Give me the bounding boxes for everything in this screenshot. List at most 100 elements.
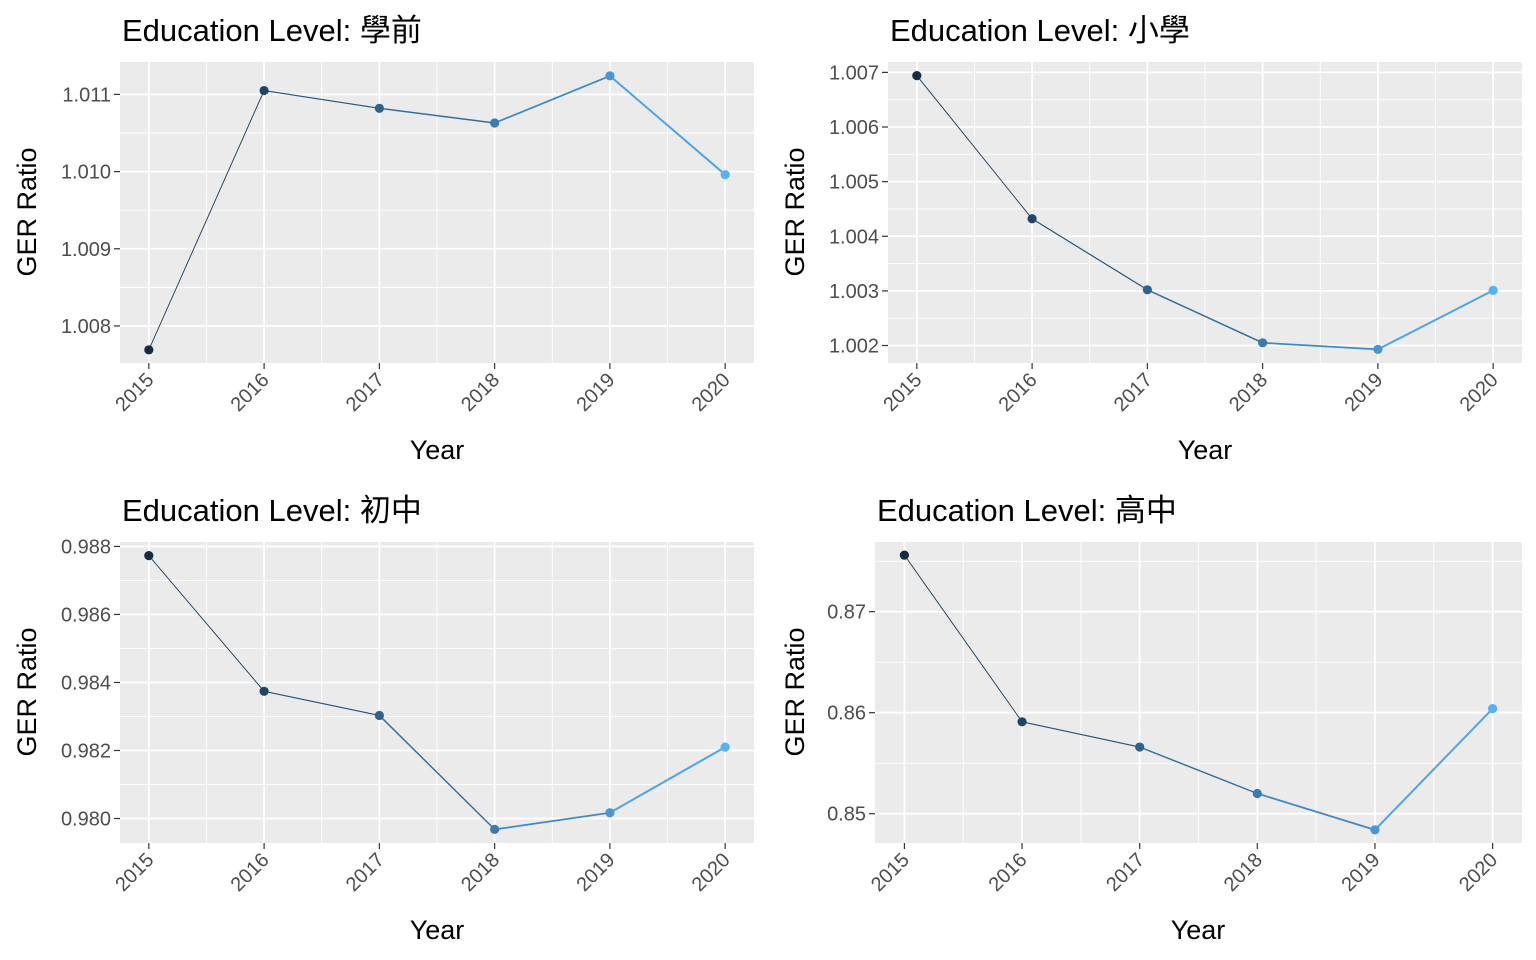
x-tick-label: 2020: [1455, 849, 1502, 896]
data-point: [490, 118, 500, 128]
y-tick-label: 0.85: [827, 804, 866, 826]
data-point: [374, 710, 384, 721]
y-tick-label: 0.986: [61, 604, 111, 626]
series-line-segment: [916, 75, 1033, 220]
x-tick-label: 2016: [985, 849, 1032, 896]
series-line-segment: [1147, 289, 1263, 344]
data-point: [1142, 285, 1152, 295]
chart-panel-senior-secondary: Education Level: 高中 Year GER Ratio 0.85 0…: [780, 493, 1522, 945]
y-tick-label: 0.984: [61, 672, 111, 694]
data-point: [374, 103, 384, 113]
x-tick-label: 2020: [1456, 369, 1503, 416]
data-point: [259, 686, 269, 696]
data-point: [144, 345, 154, 355]
chart-title: Education Level: 小學: [890, 13, 1190, 48]
chart-title: Education Level: 學前: [122, 13, 422, 48]
data-point: [1017, 717, 1027, 727]
x-tick-label: 2018: [457, 849, 504, 896]
series-line-segment: [494, 75, 611, 124]
series-line-segment: [494, 811, 611, 831]
series-line-segment: [609, 746, 726, 814]
data-point: [605, 71, 615, 81]
x-tick-label: 2016: [227, 369, 274, 416]
x-tick-label: 2020: [688, 849, 735, 896]
series-line-segment: [148, 90, 265, 351]
x-tick-label: 2018: [1225, 369, 1272, 416]
y-tick-label: 1.011: [62, 84, 111, 106]
series-line-segment: [1257, 792, 1376, 831]
y-tick-label: 1.003: [829, 281, 879, 303]
series-line-segment: [264, 89, 380, 109]
series-line-segment: [1374, 707, 1494, 831]
data-point: [1488, 285, 1498, 295]
data-point: [259, 85, 269, 96]
data-point: [1252, 788, 1262, 799]
x-axis-title: Year: [410, 435, 465, 465]
x-tick-label: 2018: [1220, 849, 1267, 896]
series-line-segment: [1021, 721, 1140, 748]
x-tick-label: 2018: [457, 369, 504, 416]
data-point: [605, 808, 615, 818]
chart-panel-primary: Education Level: 小學 Year GER Ratio 1.002…: [780, 13, 1522, 465]
y-tick-label: 1.002: [829, 336, 879, 358]
x-tick-label: 2017: [342, 849, 389, 896]
data-point: [1373, 344, 1383, 354]
x-axis-title: Year: [1178, 435, 1233, 465]
y-tick-label: 0.980: [61, 809, 111, 831]
x-tick-label: 2015: [111, 849, 158, 896]
y-tick-label: 0.87: [827, 602, 866, 624]
x-tick-label: 2019: [1337, 849, 1384, 896]
chart-panel-preschool: Education Level: 學前 Year GER Ratio 1.008…: [12, 13, 754, 465]
data-point: [720, 742, 730, 752]
series-line-segment: [379, 107, 495, 124]
chart-title: Education Level: 高中: [877, 493, 1177, 528]
y-tick-label: 1.007: [829, 62, 879, 84]
x-tick-label: 2019: [1340, 369, 1387, 416]
y-tick-label: 1.005: [829, 172, 879, 194]
chart-panel-junior-secondary: Education Level: 初中 Year GER Ratio 0.980…: [12, 493, 754, 945]
data-point: [1487, 704, 1498, 714]
data-point: [1258, 338, 1268, 348]
data-point: [144, 551, 154, 561]
data-point: [720, 170, 730, 180]
series-line-segment: [1377, 289, 1494, 351]
x-tick-label: 2016: [995, 369, 1042, 416]
data-point: [1135, 742, 1145, 752]
series-line-segment: [378, 714, 496, 830]
x-tick-label: 2015: [879, 369, 926, 416]
x-tick-label: 2019: [572, 369, 619, 416]
x-tick-label: 2016: [227, 849, 274, 896]
x-tick-label: 2017: [1110, 369, 1157, 416]
x-tick-label: 2020: [688, 369, 735, 416]
data-point: [1027, 214, 1037, 224]
data-point: [490, 824, 500, 834]
y-tick-label: 1.008: [61, 316, 111, 338]
y-tick-label: 0.988: [61, 536, 111, 558]
series-line-segment: [609, 75, 726, 176]
y-tick-label: 0.982: [61, 740, 111, 762]
y-axis-title: GER Ratio: [12, 147, 42, 276]
y-tick-label: 1.006: [829, 117, 879, 139]
y-axis-title: GER Ratio: [780, 627, 810, 756]
x-axis-title: Year: [1171, 915, 1226, 945]
series-line-segment: [1031, 218, 1148, 291]
y-tick-label: 1.004: [829, 226, 879, 248]
series-line-segment: [1262, 341, 1378, 351]
y-tick-label: 1.009: [61, 239, 111, 261]
series-line-segment: [148, 555, 265, 692]
x-tick-label: 2015: [867, 849, 914, 896]
series-line-segment: [263, 690, 380, 717]
series-line-segment: [1139, 746, 1258, 795]
chart-title: Education Level: 初中: [122, 493, 422, 528]
y-axis-title: GER Ratio: [780, 147, 810, 276]
y-tick-label: 0.86: [827, 703, 866, 725]
series-line-segment: [904, 554, 1023, 723]
y-tick-label: 1.010: [61, 162, 111, 184]
data-point: [899, 550, 910, 560]
data-point: [1370, 825, 1380, 835]
x-tick-label: 2017: [342, 369, 389, 416]
x-tick-label: 2019: [572, 849, 619, 896]
data-point: [912, 71, 922, 81]
